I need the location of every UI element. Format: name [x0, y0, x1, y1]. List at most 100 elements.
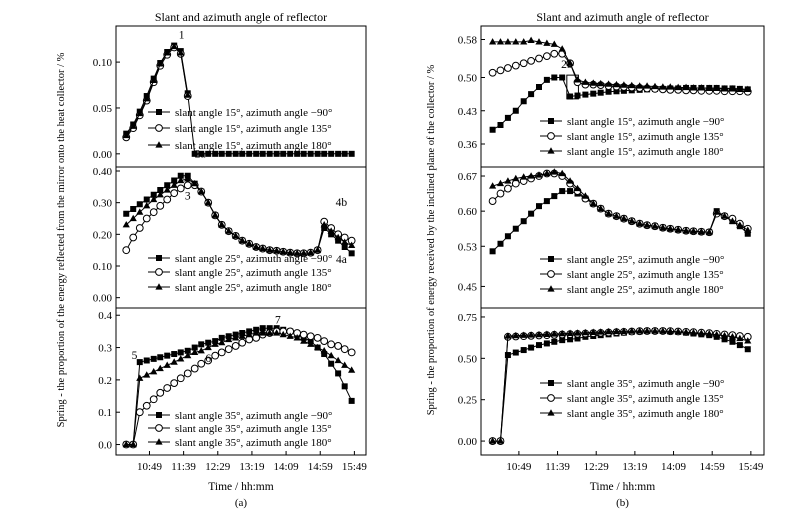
- data-point: [347, 348, 356, 357]
- annotation-label: 6: [205, 353, 211, 365]
- subplot-1: 0.00 0.05 0.10 slant angle 15°, azimuth ang…: [93, 25, 367, 168]
- data-point: [341, 238, 349, 245]
- data-point: [659, 327, 667, 334]
- data-point: [190, 364, 199, 373]
- data-point: [176, 184, 185, 193]
- data-point: [211, 351, 220, 360]
- data-point: [497, 240, 504, 247]
- data-point: [744, 230, 751, 237]
- data-point: [720, 331, 729, 339]
- data-point: [225, 150, 232, 157]
- legend-marker: [155, 283, 163, 290]
- data-point: [143, 94, 151, 102]
- data-point: [535, 342, 542, 349]
- data-point: [307, 248, 315, 256]
- data-point: [497, 122, 504, 128]
- data-point: [542, 52, 551, 61]
- series-line: [492, 330, 748, 442]
- data-point: [550, 49, 559, 58]
- data-point: [170, 42, 178, 50]
- data-point: [321, 225, 328, 231]
- x-tick-label: 12:29: [205, 461, 231, 473]
- legend-marker: [155, 424, 163, 432]
- data-point: [335, 237, 342, 244]
- legend-label: slant angle 25°, azimuth angle 135°: [175, 267, 332, 279]
- data-point: [489, 126, 496, 133]
- data-point: [520, 347, 527, 354]
- data-point: [328, 231, 335, 238]
- data-point: [736, 85, 744, 92]
- data-point: [674, 327, 682, 335]
- data-point: [142, 214, 151, 223]
- data-point: [636, 219, 644, 227]
- data-point: [273, 247, 281, 254]
- data-point: [535, 38, 543, 45]
- data-point: [171, 177, 178, 184]
- data-point: [558, 45, 566, 52]
- legend-label: slant angle 35°, azimuth angle −90°: [567, 378, 724, 390]
- data-point: [184, 351, 192, 359]
- annotation-label: 2a: [195, 148, 206, 160]
- data-point: [176, 374, 185, 383]
- data-point: [612, 212, 621, 219]
- data-point: [721, 336, 728, 343]
- data-point: [253, 150, 260, 157]
- data-point: [682, 226, 690, 234]
- data-point: [636, 82, 644, 89]
- x-tick-label: 14:09: [661, 461, 687, 473]
- data-point: [129, 440, 137, 448]
- data-point: [543, 330, 551, 337]
- data-point: [488, 68, 497, 77]
- data-point: [682, 83, 690, 91]
- legend-marker: [547, 285, 555, 292]
- data-point: [156, 388, 165, 397]
- data-point: [321, 150, 328, 157]
- data-point: [729, 338, 736, 345]
- x-tick-label: 11:39: [545, 461, 570, 473]
- data-point: [306, 332, 315, 341]
- data-point: [666, 224, 674, 232]
- data-point: [705, 228, 713, 235]
- data-point: [170, 379, 179, 388]
- data-point: [496, 179, 505, 187]
- subplot-3: 0.00 0.25 0.50 0.75 slant angle 35°, azimuth…: [458, 307, 765, 456]
- data-point: [232, 334, 240, 341]
- data-point: [294, 150, 301, 157]
- data-point: [659, 83, 667, 90]
- data-point: [293, 334, 301, 341]
- data-point: [156, 190, 164, 198]
- data-point: [150, 355, 157, 362]
- y-tick-label: 0.1: [98, 407, 112, 419]
- data-point: [266, 150, 273, 157]
- legend-label: slant angle 15°, azimuth angle 180°: [567, 146, 724, 158]
- data-point: [567, 336, 574, 343]
- annotation-label: 2b: [561, 59, 573, 71]
- data-point: [597, 79, 605, 87]
- data-point: [184, 175, 192, 182]
- data-point: [320, 221, 328, 228]
- data-point: [488, 437, 497, 444]
- data-point: [620, 214, 628, 222]
- legend-marker: [547, 394, 555, 402]
- data-point: [348, 241, 356, 249]
- data-point: [191, 344, 198, 351]
- x-tick-label: 13:19: [239, 461, 265, 473]
- data-point: [720, 212, 729, 219]
- data-point: [239, 150, 246, 157]
- subplot-frame: [115, 307, 367, 456]
- y-tick-label: 0.05: [93, 103, 113, 115]
- chart-title: Slant and azimuth angle of reflector: [155, 10, 327, 24]
- data-point: [150, 368, 158, 375]
- data-point: [313, 333, 322, 342]
- legend-label: slant angle 15°, azimuth angle −90°: [175, 107, 332, 119]
- series-triangle: [488, 36, 752, 92]
- data-point: [314, 246, 322, 253]
- data-point: [528, 210, 535, 217]
- legend-marker: [547, 270, 555, 278]
- data-point: [528, 91, 535, 98]
- data-point: [348, 397, 355, 404]
- series-line: [492, 39, 748, 90]
- data-point: [674, 225, 682, 233]
- legend-label: slant angle 35°, azimuth angle 180°: [175, 437, 332, 449]
- data-point: [163, 384, 172, 392]
